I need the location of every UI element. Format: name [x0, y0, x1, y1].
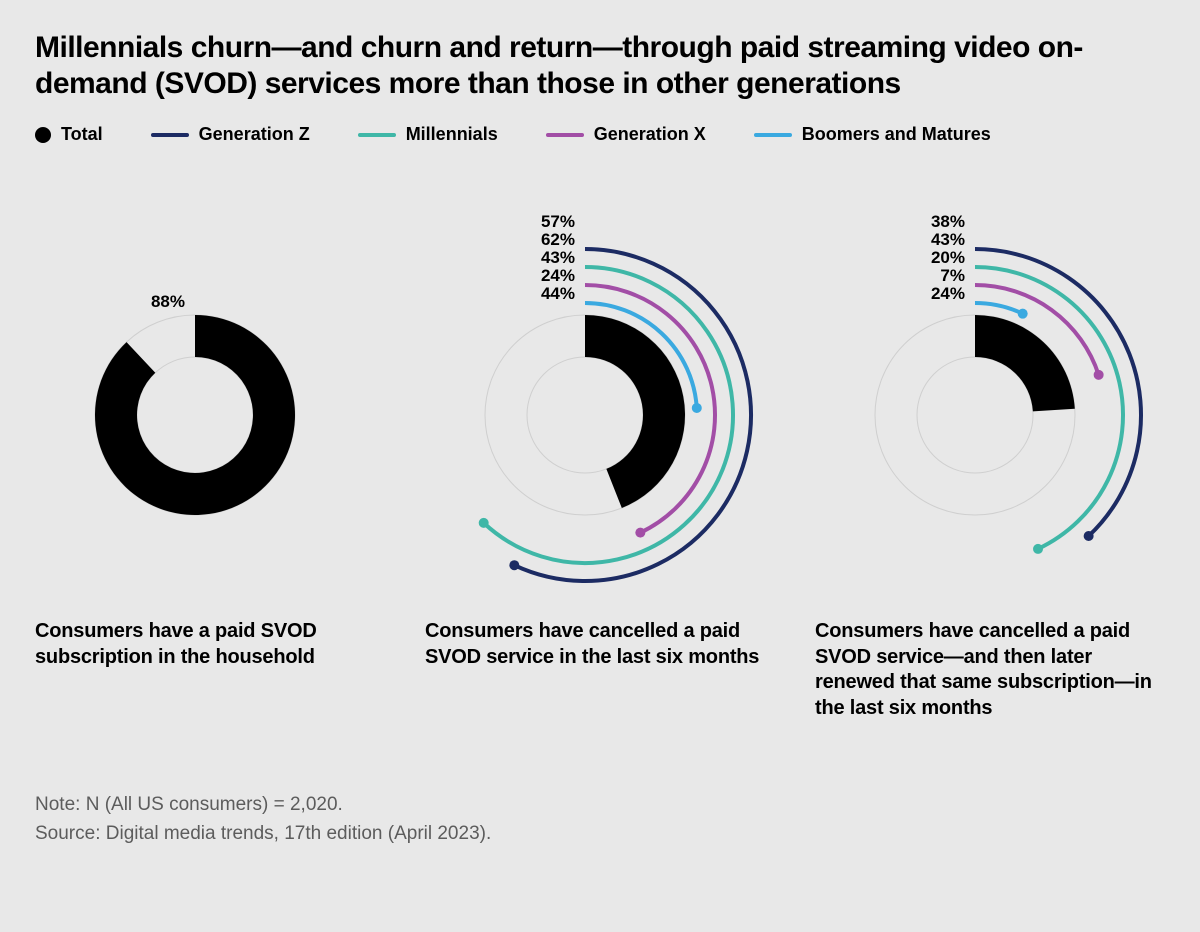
series-endpoint-genx [635, 528, 645, 538]
chart-caption: Consumers have cancelled a paid SVOD ser… [815, 619, 1155, 721]
legend-swatch-line [358, 133, 396, 137]
pct-label: 62% [541, 230, 575, 249]
pct-label: 57% [541, 212, 575, 231]
total-ring-track-inner [527, 357, 643, 473]
legend-label: Total [61, 124, 103, 145]
total-arc [975, 315, 1075, 411]
pct-label: 38% [931, 212, 965, 231]
series-endpoint-boomers [1018, 309, 1028, 319]
pct-label: 20% [931, 248, 965, 267]
legend: Total Generation Z Millennials Generation X… [35, 124, 1165, 145]
chart-caption: Consumers have a paid SVOD subscription … [35, 619, 375, 670]
total-arc [95, 315, 295, 515]
footnote-note: Note: N (All US consumers) = 2,020. [35, 791, 1165, 820]
legend-item-genz: Generation Z [151, 124, 310, 145]
pct-label: 24% [931, 284, 965, 303]
legend-swatch-circle [35, 127, 51, 143]
footnotes: Note: N (All US consumers) = 2,020. Sour… [35, 791, 1165, 848]
charts-row: 88% Consumers have a paid SVOD subscripti… [35, 165, 1165, 721]
series-endpoint-mill [1033, 544, 1043, 554]
chart-svg-wrap: 57%62%43%24%44% [425, 165, 785, 605]
radial-chart: 38%43%20%7%24% [815, 165, 1175, 605]
legend-swatch-line [151, 133, 189, 137]
legend-label: Millennials [406, 124, 498, 145]
total-ring-track-inner [917, 357, 1033, 473]
footnote-source: Source: Digital media trends, 17th editi… [35, 820, 1165, 849]
series-endpoint-genz [509, 560, 519, 570]
legend-item-mill: Millennials [358, 124, 498, 145]
total-ring-track-inner [137, 357, 253, 473]
chart-column: 88% Consumers have a paid SVOD subscripti… [35, 165, 395, 721]
chart-caption: Consumers have cancelled a paid SVOD ser… [425, 619, 765, 670]
pct-label: 44% [541, 284, 575, 303]
legend-label: Boomers and Matures [802, 124, 991, 145]
legend-swatch-line [754, 133, 792, 137]
chart-svg-wrap: 88% [35, 165, 395, 605]
chart-title: Millennials churn—and churn and return—t… [35, 30, 1115, 102]
series-arc-boomers [975, 303, 1023, 314]
legend-item-total: Total [35, 124, 103, 145]
legend-swatch-line [546, 133, 584, 137]
chart-svg-wrap: 38%43%20%7%24% [815, 165, 1175, 605]
series-endpoint-mill [479, 518, 489, 528]
radial-chart: 57%62%43%24%44% [425, 165, 785, 605]
legend-label: Generation X [594, 124, 706, 145]
pct-label: 43% [931, 230, 965, 249]
pct-label: 7% [940, 266, 965, 285]
pct-label: 88% [151, 292, 185, 311]
series-arc-mill [484, 267, 733, 563]
series-endpoint-boomers [692, 403, 702, 413]
legend-item-boomers: Boomers and Matures [754, 124, 991, 145]
chart-column: 38%43%20%7%24% Consumers have cancelled a… [815, 165, 1175, 721]
pct-label: 43% [541, 248, 575, 267]
legend-label: Generation Z [199, 124, 310, 145]
series-endpoint-genx [1094, 370, 1104, 380]
chart-column: 57%62%43%24%44% Consumers have cancelled … [425, 165, 785, 721]
legend-item-genx: Generation X [546, 124, 706, 145]
series-endpoint-genz [1084, 531, 1094, 541]
pct-label: 24% [541, 266, 575, 285]
radial-chart: 88% [35, 165, 395, 605]
